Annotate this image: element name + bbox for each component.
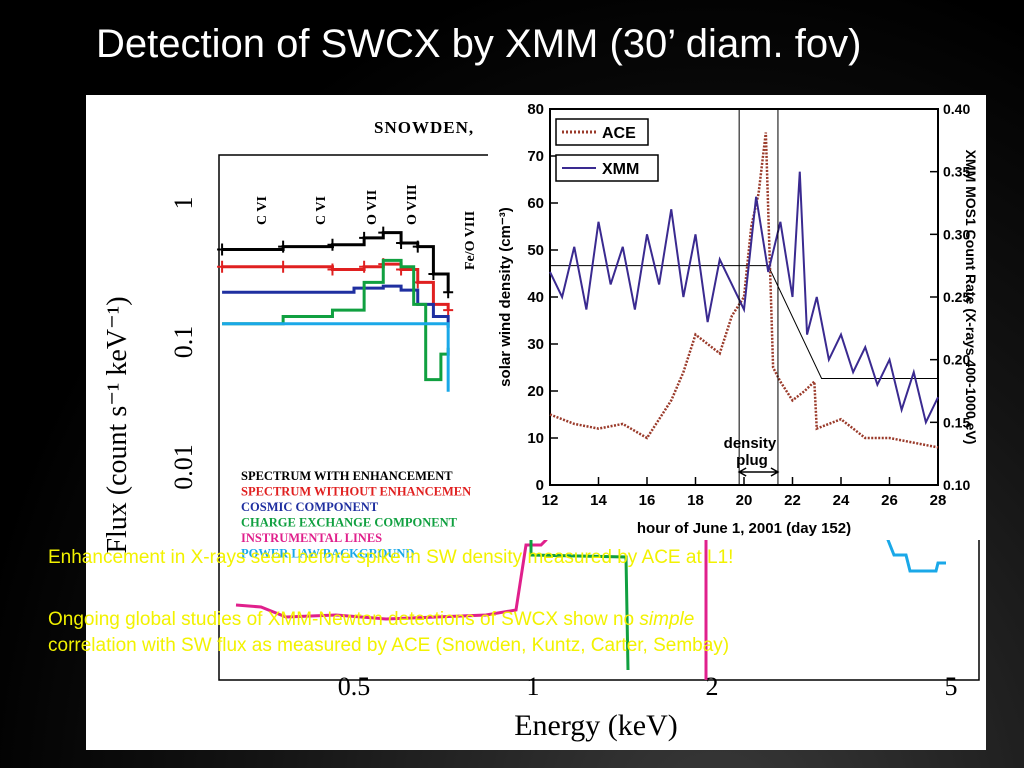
spectrum-data-point (327, 238, 338, 251)
x-axis-label: hour of June 1, 2001 (day 152) (637, 520, 851, 537)
spectrum-data-point (412, 240, 423, 253)
density-plug-text: plug (736, 452, 768, 469)
instrumental-lines-trace (235, 525, 548, 621)
x-tick-label: 16 (639, 492, 656, 509)
y-tick-label: 0.01 (169, 444, 198, 490)
line-label: C VI (255, 196, 270, 225)
spectrum-data-point (278, 260, 289, 273)
caption-correlation: correlation with SW flux as measured by … (48, 635, 730, 656)
right-axis-label: XMM MOS1 Count Rate (X-rays 400-1000 eV) (963, 150, 979, 445)
x-tick-label: 5 (945, 672, 958, 701)
density-plug-label: density plug (724, 435, 781, 469)
caption-text: Ongoing global studies of XMM-Newton det… (48, 609, 640, 630)
legend-entry: SPECTRUM WITHOUT ENHANCEMEN (241, 485, 471, 499)
y-tick-label: 1 (169, 197, 198, 210)
x-tick-label: 20 (736, 492, 753, 509)
y-tick-label: 30 (527, 336, 544, 353)
y-tick-label: 20 (527, 383, 544, 400)
ace-legend-label: ACE (602, 125, 636, 142)
right-y-tick-label: 0.30 (943, 226, 970, 242)
y-tick-label: 10 (527, 430, 544, 447)
y-tick-label: 70 (527, 148, 544, 165)
x-tick-label: 18 (687, 492, 704, 509)
timeseries-series (549, 132, 939, 449)
xmm-series-line (549, 171, 939, 426)
caption-ongoing-studies: Ongoing global studies of XMM-Newton det… (48, 608, 694, 632)
right-y-tick-label: 0.20 (943, 352, 970, 368)
y-tick-label: 80 (527, 101, 544, 118)
y-tick-label: 40 (527, 289, 544, 306)
timeseries-figure: 12 14 16 18 20 22 24 26 28 0 10 20 30 40 50 60 70 80 0.10 0… (488, 95, 984, 540)
slide-title: Detection of SWCX by XMM (30’ diam. fov) (96, 22, 862, 66)
spectrum-data-point (428, 267, 439, 280)
caption-enhancement: Enhancement in X-rays seen before spike … (48, 547, 734, 568)
line-label: O VIII (405, 184, 420, 225)
spectrum-data-point (359, 260, 370, 273)
right-y-tick-label: 0.40 (943, 101, 970, 117)
spectrum-data-point (359, 231, 370, 244)
legend-entry: POWER LAW BACKGROUND (241, 547, 414, 561)
x-axis-label: Energy (keV) (514, 709, 678, 742)
charge-exchange-trace-lower (529, 525, 630, 671)
xmm-legend-box (555, 154, 659, 182)
y-tick-label: 0.1 (169, 326, 198, 359)
timeseries-chart: 12 14 16 18 20 22 24 26 28 0 10 20 30 40 50 60 70 80 0.10 0… (497, 101, 979, 537)
legend-entry: INSTRUMENTAL LINES (241, 531, 382, 545)
right-y-tick-label: 0.15 (943, 414, 970, 430)
density-plug-markers (737, 109, 780, 485)
figure-header: SNOWDEN, (374, 118, 474, 137)
right-y-tick-label: 0.10 (943, 477, 970, 493)
power-law-trace-lower (884, 534, 946, 573)
spectrum-series-line (222, 322, 450, 392)
density-plug-text: density (724, 435, 777, 452)
spectrum-data-point (443, 286, 454, 299)
y-tick-label: 50 (527, 242, 544, 259)
spectrum-data-point (278, 240, 289, 253)
x-tick-label: 24 (833, 492, 850, 509)
y-tick-label: 60 (527, 195, 544, 212)
spectrum-series-line (222, 258, 450, 382)
spectrum-data-point (327, 263, 338, 276)
ace-series-line (549, 132, 939, 449)
xmm-legend-label: XMM (602, 161, 639, 178)
x-tick-label: 22 (784, 492, 801, 509)
left-axis-label: solar wind density (cm⁻³) (497, 207, 514, 387)
x-tick-label: 2 (706, 672, 719, 701)
spectrum-data-point (396, 236, 407, 249)
spectrum-data-point (443, 304, 454, 317)
line-label: C VI (314, 196, 329, 225)
line-label: O VII (365, 190, 380, 225)
x-tick-label: 26 (881, 492, 898, 509)
x-tick-label: 0.5 (338, 672, 371, 701)
spectrum-data-point (378, 226, 389, 239)
right-y-tick-label: 0.35 (943, 164, 970, 180)
x-tick-label: 12 (542, 492, 559, 509)
x-tick-label: 1 (527, 672, 540, 701)
plug-arrow (737, 467, 780, 477)
spectrum-series (217, 226, 454, 392)
line-label: Fe/O VIII (463, 211, 478, 270)
spectrum-lower-traces (235, 525, 946, 680)
legend-entry: CHARGE EXCHANGE COMPONENT (241, 516, 458, 530)
spectrum-legend: SPECTRUM WITH ENHANCEMENT SPECTRUM WITHOU… (241, 469, 471, 561)
legend-entry: COSMIC COMPONENT (241, 500, 379, 514)
spectrum-data-point (217, 260, 228, 273)
fit-level-line (550, 265, 938, 379)
x-tick-label: 28 (930, 492, 947, 509)
caption-emphasis: simple (639, 609, 695, 630)
x-tick-label: 14 (590, 492, 607, 509)
y-tick-label: 0 (536, 477, 544, 494)
spectrum-data-point (217, 243, 228, 256)
legend-entry: SPECTRUM WITH ENHANCEMENT (241, 469, 453, 483)
spectrum-series-line (222, 284, 450, 328)
y-axis-label: Flux (count s⁻¹ keV⁻¹) (102, 296, 133, 553)
timeseries-axes: 12 14 16 18 20 22 24 26 28 0 10 20 30 40 50 60 70 80 0.10 0… (527, 101, 970, 509)
right-y-tick-label: 0.25 (943, 289, 970, 305)
